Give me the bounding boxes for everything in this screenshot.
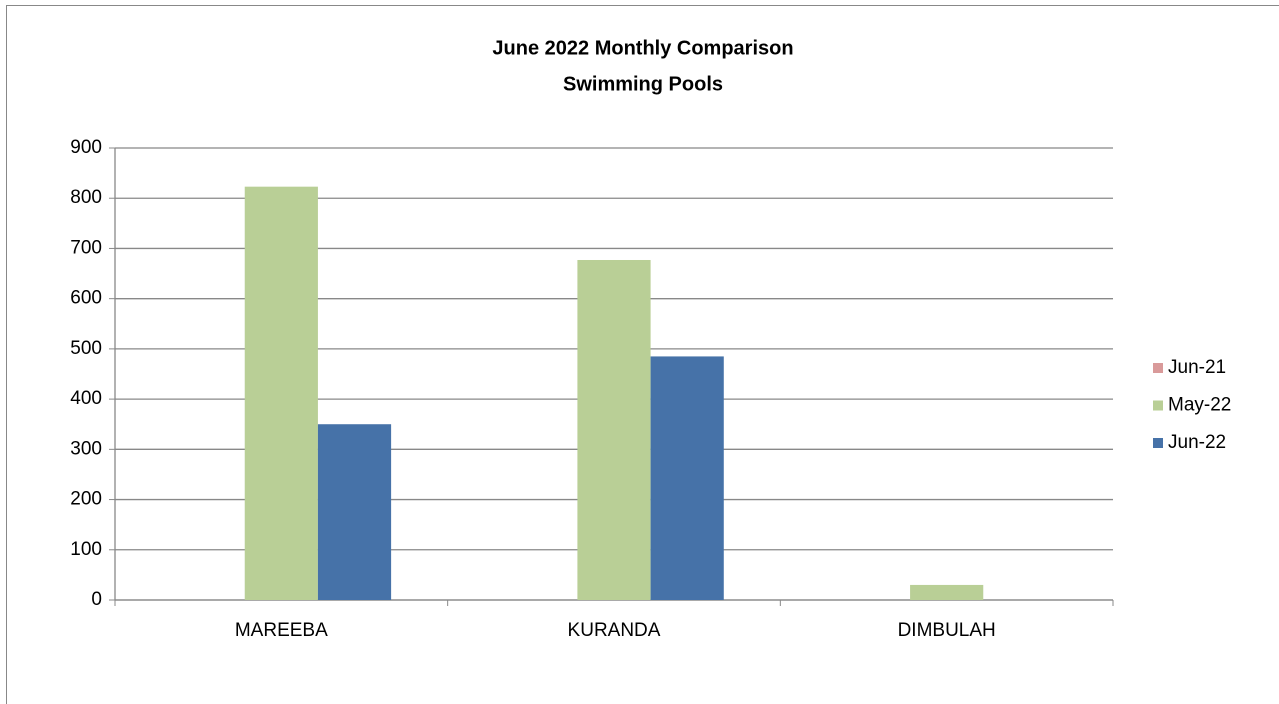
chart-title: June 2022 Monthly Comparison [492,37,793,59]
y-tick-label: 300 [70,438,102,459]
x-tick-label: MAREEBA [235,620,328,641]
legend-label: Jun-22 [1168,432,1226,453]
y-tick-label: 200 [70,489,102,510]
legend-swatch [1153,363,1163,373]
chart-subtitle: Swimming Pools [563,73,723,95]
legend-label: Jun-21 [1168,357,1226,378]
y-tick-label: 100 [70,539,102,560]
x-tick-label: DIMBULAH [898,620,996,641]
y-tick-label: 900 [70,137,102,158]
bar [317,424,392,600]
legend-swatch [1153,400,1163,411]
bar [244,186,318,600]
bar [577,259,651,600]
y-tick-label: 400 [70,388,102,409]
y-tick-label: 500 [70,338,102,359]
bar [650,356,724,600]
y-tick-label: 0 [91,589,102,610]
legend-swatch [1153,438,1163,448]
y-tick-label: 800 [70,187,102,208]
y-tick-label: 700 [70,237,102,258]
legend-label: May-22 [1168,395,1231,416]
x-tick-label: KURANDA [568,620,661,641]
bar [910,584,984,600]
y-tick-label: 600 [70,288,102,309]
